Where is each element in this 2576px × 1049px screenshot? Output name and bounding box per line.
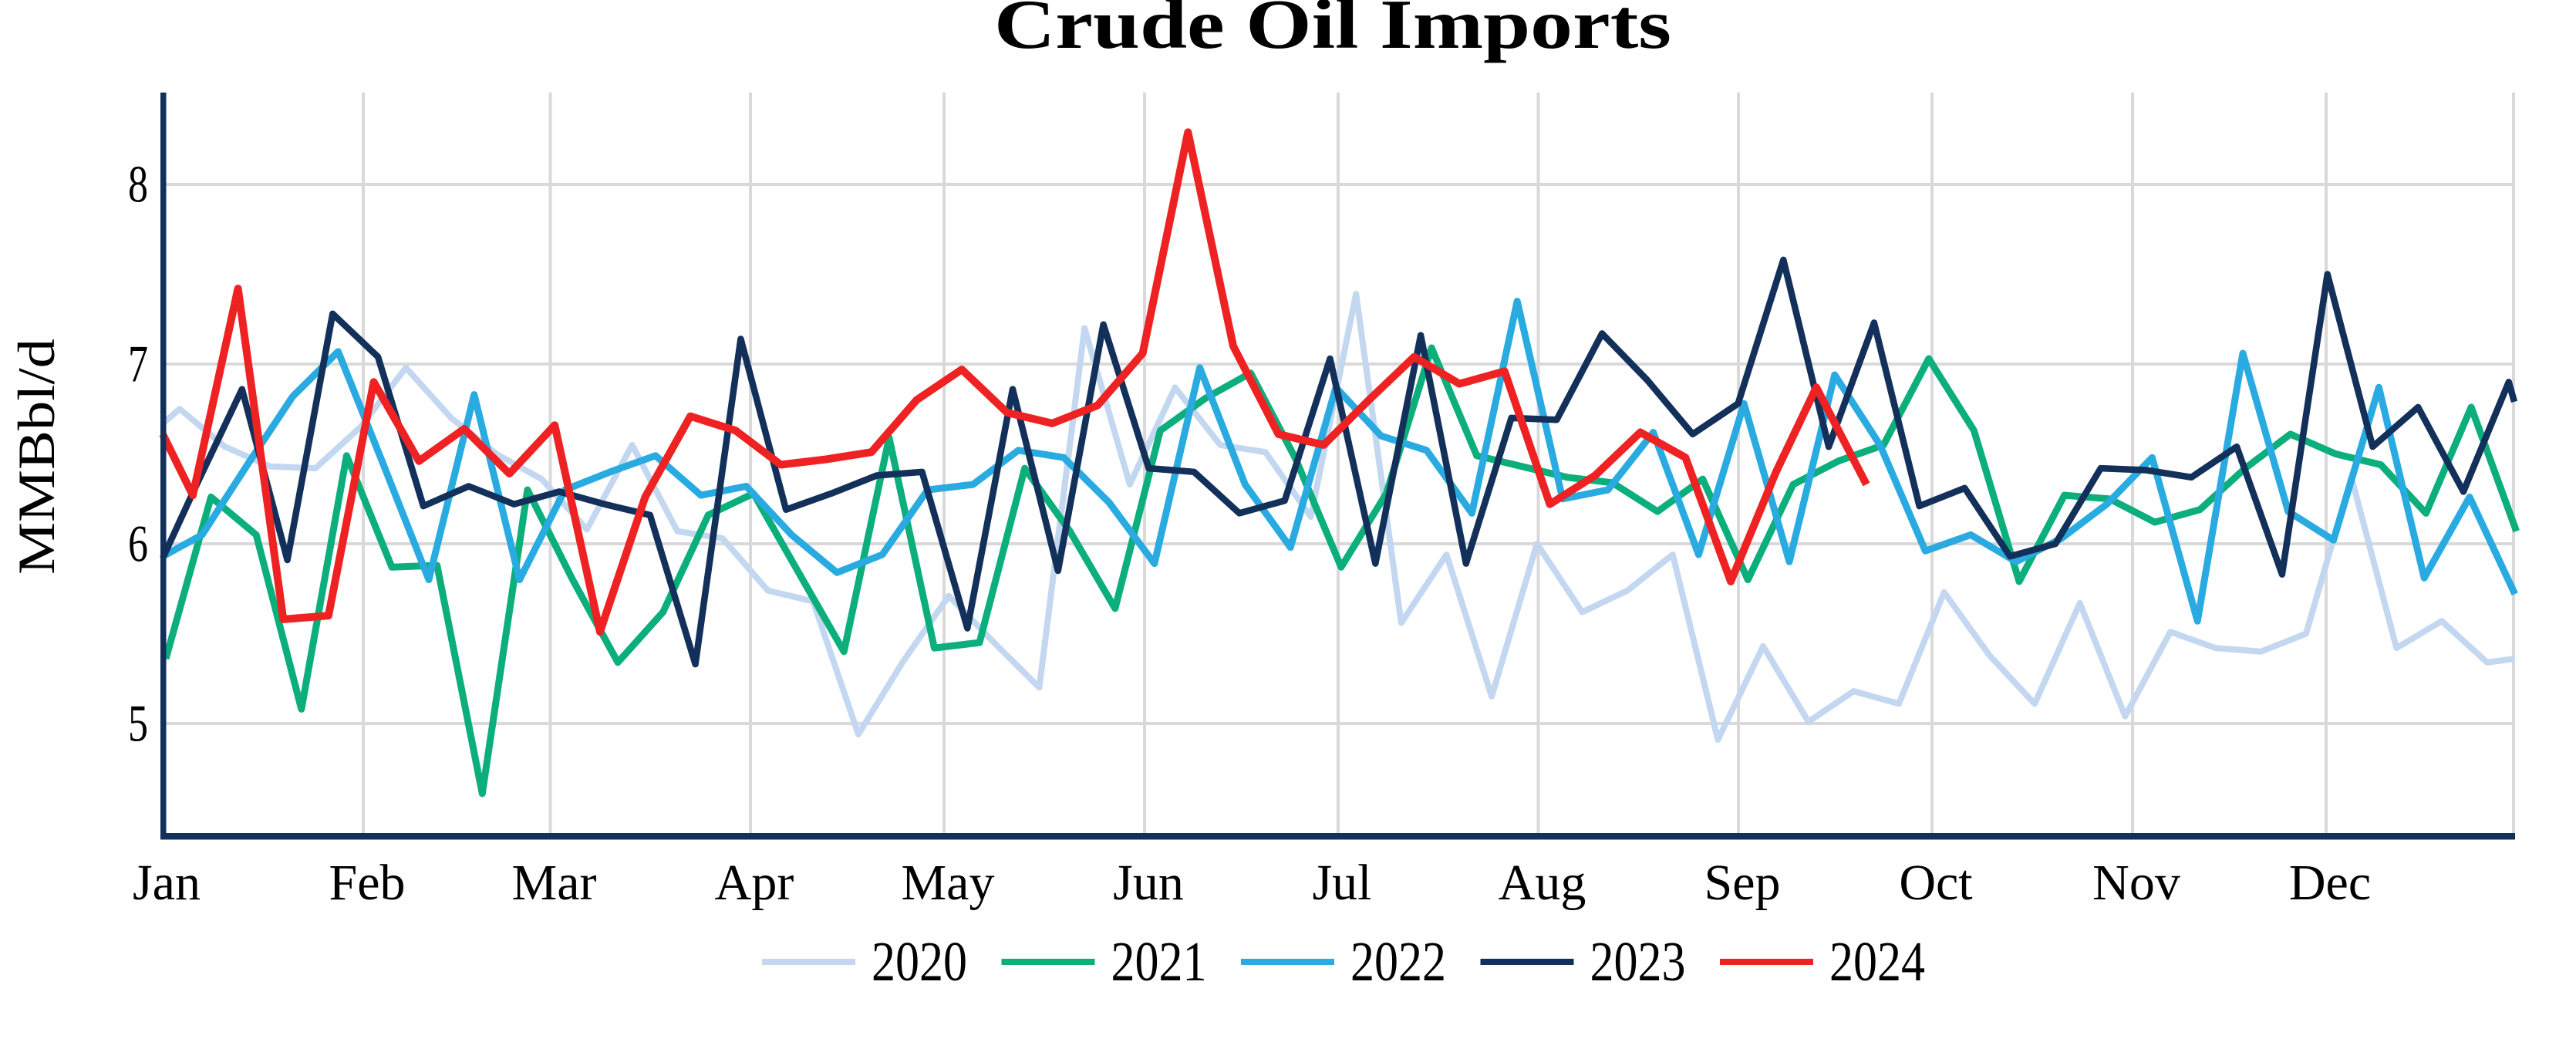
svg-text:6: 6: [128, 514, 148, 573]
svg-text:2024: 2024: [1829, 930, 1925, 993]
svg-text:2023: 2023: [1590, 930, 1686, 993]
svg-text:Dec: Dec: [2289, 855, 2371, 911]
svg-text:Jun: Jun: [1113, 855, 1184, 911]
svg-text:Mar: Mar: [512, 855, 597, 911]
svg-text:8: 8: [128, 155, 148, 214]
svg-text:MMBbl/d: MMBbl/d: [7, 339, 66, 575]
svg-text:Jan: Jan: [133, 855, 201, 911]
svg-text:Sep: Sep: [1704, 855, 1781, 911]
svg-text:Crude Oil Imports: Crude Oil Imports: [994, 0, 1671, 63]
svg-text:Oct: Oct: [1899, 855, 1972, 911]
svg-text:Jul: Jul: [1312, 855, 1371, 911]
svg-text:2021: 2021: [1111, 930, 1207, 993]
svg-text:Aug: Aug: [1499, 855, 1586, 911]
svg-text:2020: 2020: [872, 930, 967, 993]
svg-text:7: 7: [128, 335, 148, 393]
svg-text:Apr: Apr: [715, 855, 794, 911]
svg-text:Nov: Nov: [2092, 855, 2180, 911]
svg-text:Feb: Feb: [329, 855, 406, 911]
svg-text:May: May: [902, 855, 995, 911]
svg-text:2022: 2022: [1350, 930, 1446, 993]
svg-text:5: 5: [128, 694, 148, 753]
